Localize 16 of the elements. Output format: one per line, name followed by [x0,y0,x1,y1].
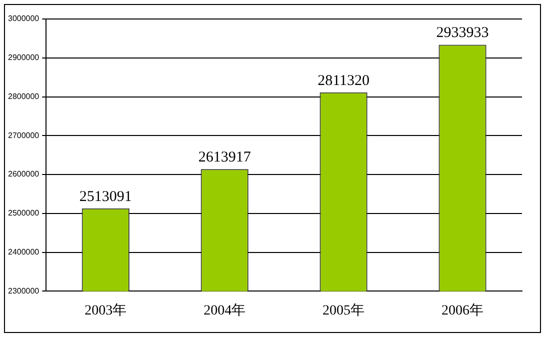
y-tick-label: 2300000 [8,286,40,296]
y-tick-label: 2600000 [8,170,40,179]
x-tick-label: 2005年 [322,302,365,318]
y-tick-label: 2800000 [8,92,40,101]
y-tick-label: 2400000 [8,248,40,257]
x-tick-label: 2006年 [442,302,484,318]
data-label: 2613917 [198,150,252,166]
x-tick-label: 2004年 [204,302,246,318]
y-tick-label: 2500000 [8,208,40,218]
data-label: 2513091 [79,188,132,205]
y-tick-label: 2700000 [8,130,40,140]
y-tick-label: 3000000 [8,14,40,24]
y-tick-label: 2900000 [8,53,40,62]
data-label: 2933933 [436,25,489,42]
x-tick-label: 2003年 [84,302,127,318]
data-label: 2811320 [318,72,370,89]
